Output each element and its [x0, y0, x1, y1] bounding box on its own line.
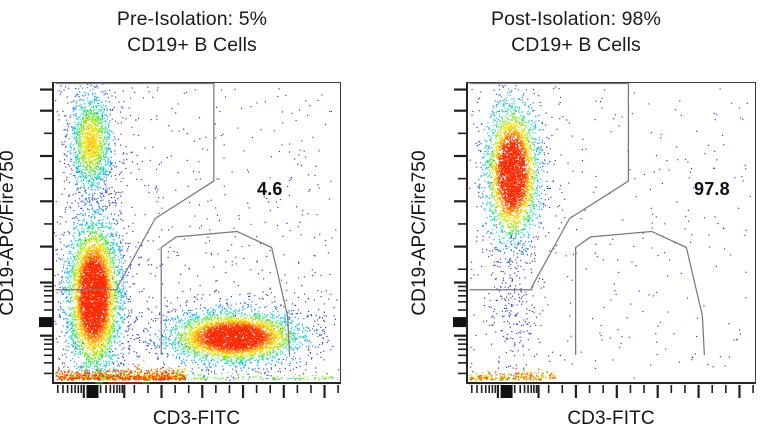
- plot-area-pre-isolation: 4.6 CD19-APC/Fire750 CD3-FITC: [0, 82, 341, 429]
- gate-polygon: [574, 230, 706, 356]
- panel-post-isolation: Post-Isolation: 98% CD19+ B Cells 97.8 C…: [384, 0, 768, 439]
- gate-percentage-label-b-cells-pre: 4.6: [257, 179, 283, 199]
- y-axis-ticks-pre-isolation: [39, 88, 53, 375]
- gate-polygon: [55, 82, 215, 291]
- y-axis-zero-block-tick: [39, 317, 52, 328]
- dot-plot-canvas-pre-isolation: [52, 82, 341, 384]
- x-axis-ticks-pre-isolation: [56, 385, 339, 398]
- y-axis-zero-block-tick: [453, 317, 466, 328]
- gate-percentage-label-b-cells-post: 97.8: [694, 179, 730, 199]
- panel-pre-isolation: Pre-Isolation: 5% CD19+ B Cells 4.6 CD19…: [0, 6, 384, 429]
- x-axis-zero-block-tick: [86, 385, 99, 398]
- y-axis-label-pre-isolation: CD19-APC/Fire750: [0, 150, 18, 316]
- panel-title-line2: CD19+ B Cells: [511, 34, 641, 56]
- gate-overlay-pre-isolation: [55, 82, 291, 356]
- y-axis-label-post-isolation: CD19-APC/Fire750: [409, 150, 430, 316]
- gate-polygon: [160, 230, 291, 356]
- panel-title-line2: CD19+ B Cells: [127, 34, 257, 56]
- x-axis-label-post-isolation: CD3-FITC: [567, 408, 655, 429]
- gate-polygon: [469, 82, 630, 291]
- x-axis-label-pre-isolation: CD3-FITC: [152, 408, 241, 429]
- y-axis-ticks-post-isolation: [453, 88, 467, 375]
- panel-title-pre-isolation: Pre-Isolation: 5% CD19+ B Cells: [0, 6, 384, 58]
- x-axis-zero-block-tick: [500, 385, 513, 398]
- dot-plot-canvas-post-isolation: [466, 82, 756, 384]
- gate-overlay-post-isolation: [469, 82, 706, 356]
- panel-title-post-isolation: Post-Isolation: 98% CD19+ B Cells: [384, 6, 768, 58]
- panel-title-line1: Pre-Isolation: 5%: [116, 8, 268, 30]
- x-axis-ticks-post-isolation: [471, 385, 754, 398]
- panel-title-line1: Post-Isolation: 98%: [491, 8, 661, 30]
- plot-area-post-isolation: 97.8 CD19-APC/Fire750 CD3-FITC: [409, 82, 756, 429]
